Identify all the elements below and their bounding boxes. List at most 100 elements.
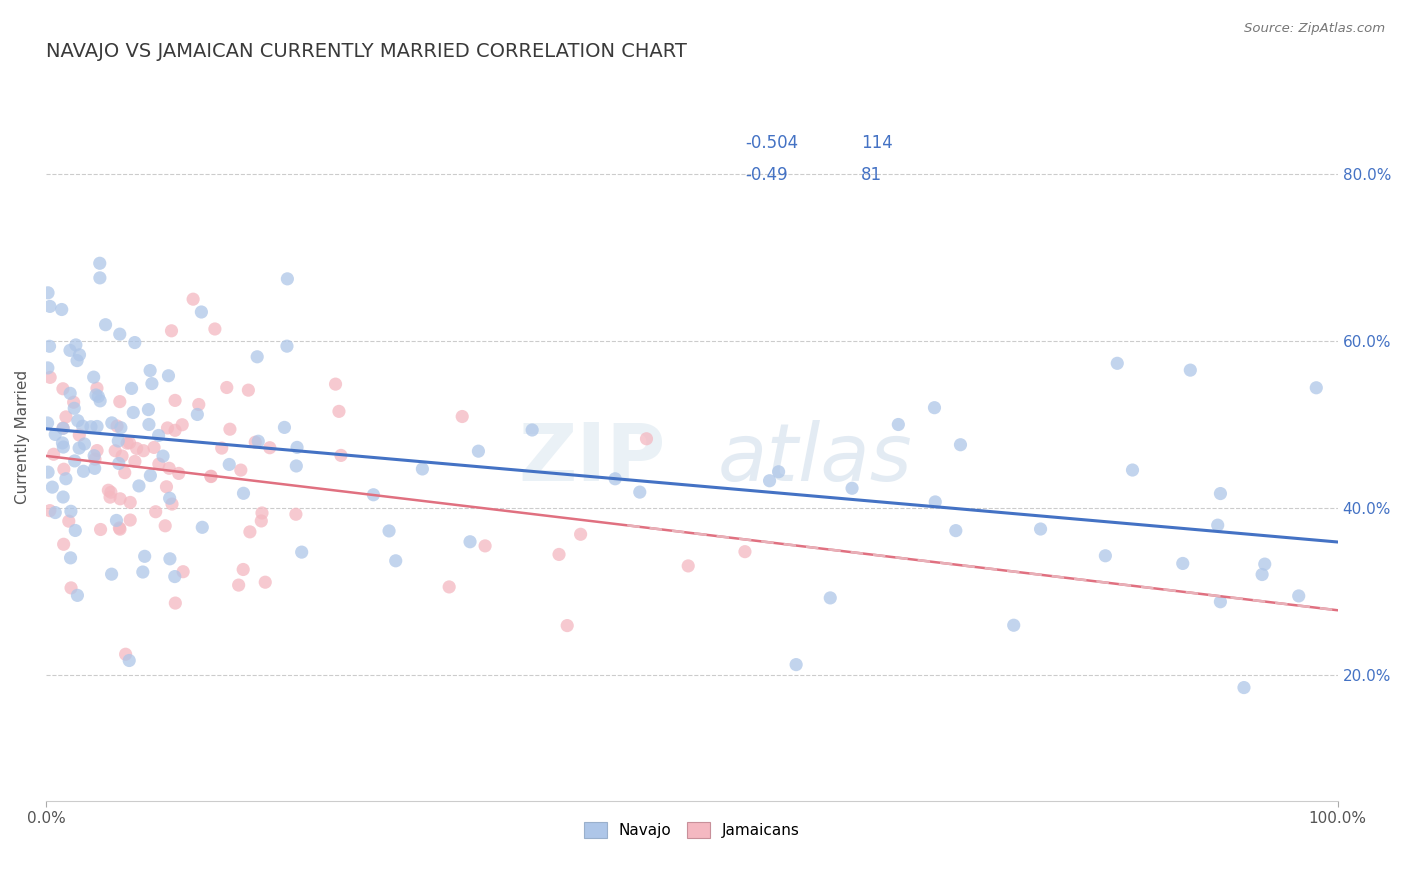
Point	[86, 419, 108, 434]
Point	[157, 461, 180, 475]
Point	[1305, 381, 1327, 395]
Point	[165, 423, 187, 437]
Point	[211, 441, 233, 455]
Point	[148, 457, 170, 471]
Point	[229, 463, 252, 477]
Point	[1206, 518, 1229, 533]
Point	[67, 428, 90, 442]
Point	[67, 441, 90, 455]
Point	[165, 393, 187, 408]
Point	[152, 449, 174, 463]
Point	[1029, 522, 1052, 536]
Point	[228, 578, 250, 592]
Point	[949, 438, 972, 452]
Point	[139, 363, 162, 377]
Point	[138, 417, 160, 432]
Point	[820, 591, 842, 605]
Point	[89, 256, 111, 270]
Point	[38, 300, 60, 314]
Point	[219, 422, 242, 436]
Point	[1171, 557, 1194, 571]
Text: Source: ZipAtlas.com: Source: ZipAtlas.com	[1244, 22, 1385, 36]
Point	[218, 458, 240, 472]
Point	[156, 421, 179, 435]
Text: -0.504: -0.504	[745, 134, 797, 152]
Point	[120, 513, 142, 527]
Point	[569, 527, 592, 541]
Point	[1233, 681, 1256, 695]
Point	[59, 343, 82, 358]
Point	[105, 513, 128, 527]
Point	[90, 523, 112, 537]
Point	[238, 383, 260, 397]
Point	[328, 404, 350, 418]
Point	[118, 435, 141, 450]
Point	[52, 421, 75, 435]
Point	[924, 495, 946, 509]
Point	[65, 338, 87, 352]
Point	[121, 381, 143, 395]
Point	[232, 562, 254, 576]
Point	[143, 441, 166, 455]
Point	[141, 376, 163, 391]
Point	[66, 414, 89, 428]
Point	[97, 483, 120, 498]
Point	[284, 508, 307, 522]
Point	[100, 567, 122, 582]
Point	[73, 437, 96, 451]
Point	[87, 389, 110, 403]
Point	[58, 514, 80, 528]
Point	[107, 457, 129, 471]
Point	[72, 419, 94, 434]
Point	[245, 435, 267, 450]
Point	[139, 468, 162, 483]
Point	[63, 454, 86, 468]
Point	[89, 393, 111, 408]
Point	[37, 465, 59, 479]
Point	[1254, 557, 1277, 571]
Point	[451, 409, 474, 424]
Point	[259, 441, 281, 455]
Point	[945, 524, 967, 538]
Point	[51, 436, 73, 450]
Point	[467, 444, 489, 458]
Point	[285, 458, 308, 473]
Point	[841, 481, 863, 495]
Point	[160, 324, 183, 338]
Point	[84, 452, 107, 467]
Point	[72, 464, 94, 478]
Text: ZIP: ZIP	[519, 420, 666, 498]
Point	[555, 618, 578, 632]
Point	[636, 432, 658, 446]
Point	[191, 520, 214, 534]
Point	[276, 272, 298, 286]
Point	[86, 443, 108, 458]
Point	[887, 417, 910, 432]
Point	[59, 504, 82, 518]
Point	[160, 497, 183, 511]
Point	[186, 408, 208, 422]
Point	[39, 370, 62, 384]
Point	[62, 395, 84, 409]
Point	[378, 524, 401, 538]
Point	[458, 534, 481, 549]
Point	[204, 322, 226, 336]
Point	[159, 551, 181, 566]
Point	[181, 292, 204, 306]
Point	[114, 647, 136, 661]
Point	[276, 339, 298, 353]
Point	[676, 558, 699, 573]
Point	[1094, 549, 1116, 563]
Point	[55, 472, 77, 486]
Point	[52, 490, 75, 504]
Point	[125, 442, 148, 456]
Point	[80, 419, 103, 434]
Point	[37, 285, 59, 300]
Point	[232, 486, 254, 500]
Point	[273, 420, 295, 434]
Point	[38, 503, 60, 517]
Point	[165, 596, 187, 610]
Legend: Navajo, Jamaicans: Navajo, Jamaicans	[578, 816, 806, 844]
Point	[1209, 595, 1232, 609]
Point	[84, 388, 107, 402]
